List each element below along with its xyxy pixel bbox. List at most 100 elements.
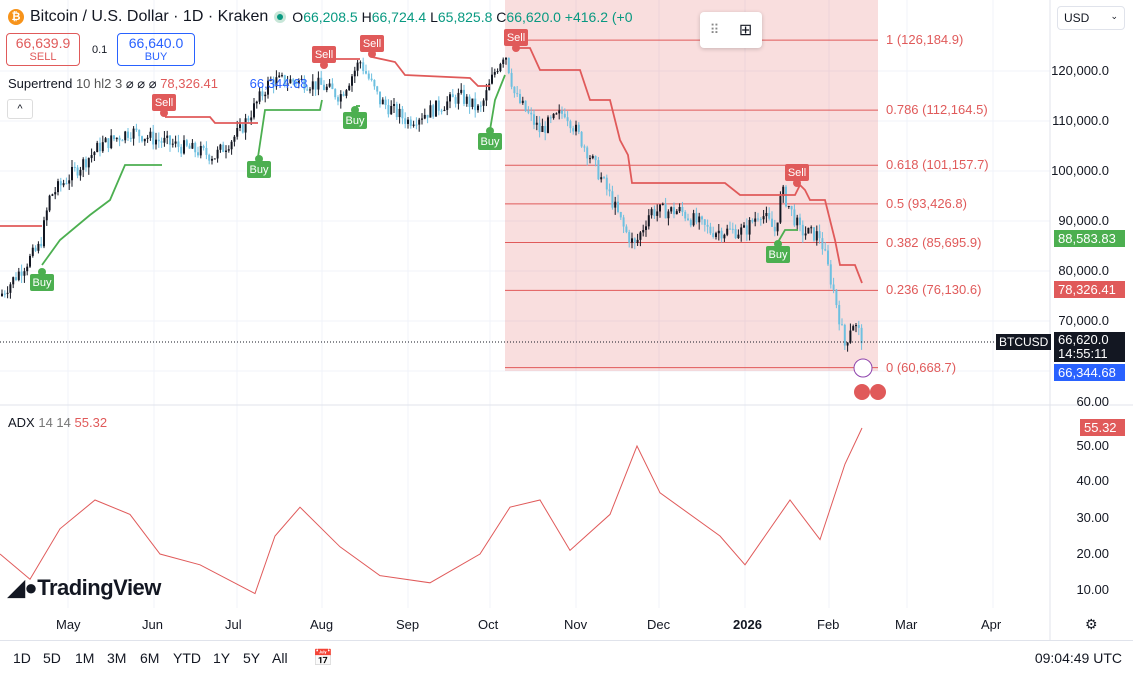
candle-body <box>449 94 451 102</box>
candle-body <box>426 114 429 118</box>
candle-body <box>843 324 846 346</box>
candle-body <box>790 205 793 210</box>
candle-body <box>645 226 647 230</box>
candle-body <box>292 79 295 82</box>
candle-body <box>143 138 146 142</box>
candle-body <box>656 211 659 216</box>
candle-body <box>398 108 401 118</box>
candle-body <box>390 105 393 115</box>
candle-body <box>572 128 575 132</box>
buy-button[interactable]: 66,640.0 BUY <box>117 33 195 66</box>
signal-badge <box>360 35 384 52</box>
range-button-1Y[interactable]: 1Y <box>213 650 231 666</box>
candle-body <box>356 62 359 71</box>
sell-signal: Sell <box>312 46 336 69</box>
candle-body <box>303 78 306 90</box>
candle-body <box>9 284 12 293</box>
candle-body <box>222 144 225 152</box>
candle-body <box>471 98 474 107</box>
object-tree-icon[interactable]: ⊞ <box>738 22 753 39</box>
candle-body <box>653 209 656 216</box>
candle-body <box>348 85 351 91</box>
drag-handle-icon[interactable]: ⠿ <box>709 22 720 37</box>
candle-body <box>468 96 471 107</box>
range-button-1D[interactable]: 1D <box>13 650 31 666</box>
candle-body <box>605 177 608 190</box>
adx-axis-label: 40.00 <box>1076 473 1109 488</box>
candle-body <box>110 135 113 149</box>
sell-button[interactable]: 66,639.9 SELL <box>6 33 80 66</box>
signal-dot <box>774 240 782 248</box>
candle-body <box>838 305 841 325</box>
candle-body <box>555 113 558 115</box>
range-button-5D[interactable]: 5D <box>43 650 61 666</box>
signal-label: Sell <box>507 32 525 44</box>
clock[interactable]: 09:04:49 UTC <box>1034 650 1122 666</box>
sell-signal: Sell <box>152 94 176 117</box>
candle-body <box>709 226 712 234</box>
candle-body <box>813 227 815 241</box>
candle-body <box>211 158 213 161</box>
signal-label: Sell <box>788 167 806 179</box>
candle-body <box>519 93 521 103</box>
floating-toolbar[interactable]: ⠿ ⊞ <box>700 12 762 48</box>
tradingview-logo[interactable]: ◢●TradingView <box>8 575 161 600</box>
candle-body <box>799 217 801 225</box>
currency-select[interactable]: USD ⌄ <box>1057 6 1125 30</box>
candle-body <box>362 62 365 72</box>
candle-body <box>779 196 782 223</box>
candle-body <box>533 114 535 125</box>
date-range-calendar-icon[interactable]: 📅 <box>313 650 333 667</box>
adx-legend[interactable]: ADX 14 14 55.32 <box>8 415 108 430</box>
symbol-title[interactable]: Bitcoin / U.S. Dollar · 1D · Kraken <box>30 8 269 25</box>
range-button-YTD[interactable]: YTD <box>173 650 201 666</box>
candle-body <box>250 117 253 121</box>
candle-body <box>715 233 717 237</box>
candle-body <box>96 142 99 153</box>
signal-badge <box>504 29 528 46</box>
candle-body <box>768 213 771 219</box>
candle-body <box>309 89 311 91</box>
price-axis-label: 70,000.0 <box>1058 313 1109 328</box>
us-flag-icon <box>854 384 870 400</box>
range-button-5Y[interactable]: 5Y <box>243 650 261 666</box>
candle-body <box>101 142 104 152</box>
candle-body <box>754 218 757 222</box>
fib-level-label: 0.5 (93,426.8) <box>886 195 967 211</box>
candle-body <box>48 195 51 211</box>
range-button-6M[interactable]: 6M <box>140 650 160 666</box>
candle-body <box>608 189 611 192</box>
candle-body <box>314 81 317 90</box>
candle-body <box>659 204 661 212</box>
supertrend-legend[interactable]: Supertrend 10 hl2 3 ⌀ ⌀ ⌀ 78,326.41 66,3… <box>8 76 308 91</box>
candle-body <box>463 89 465 104</box>
signal-dot <box>38 268 46 276</box>
candle-body <box>796 217 799 226</box>
time-axis-label: 2026 <box>733 617 762 632</box>
fib-level-label: 1 (126,184.9) <box>886 32 964 48</box>
collapse-legend-button[interactable]: ^ <box>7 99 33 119</box>
candle-body <box>731 228 734 230</box>
settings-gear-icon[interactable]: ⚙ <box>1085 616 1098 632</box>
candle-body <box>129 137 132 139</box>
signal-label: Sell <box>315 49 333 61</box>
candle-body <box>611 191 614 208</box>
candle-body <box>379 91 381 105</box>
range-button-1M[interactable]: 1M <box>75 650 95 666</box>
candle-body <box>264 94 267 97</box>
candle-body <box>45 210 48 221</box>
price-axis-label: 120,000.0 <box>1051 63 1109 78</box>
us-flag-icon <box>870 384 886 400</box>
price-axis-label: 80,000.0 <box>1058 263 1109 278</box>
range-button-3M[interactable]: 3M <box>107 650 127 666</box>
candle-body <box>804 233 807 236</box>
time-axis-label: May <box>56 617 81 632</box>
range-button-All[interactable]: All <box>272 650 288 666</box>
time-axis-label: Mar <box>895 617 918 632</box>
candle-body <box>793 209 796 226</box>
candle-body <box>387 105 390 115</box>
candle-body <box>499 64 502 72</box>
supertrend-up-tag: 88,583.83 <box>1054 230 1125 247</box>
candle-body <box>684 211 687 219</box>
